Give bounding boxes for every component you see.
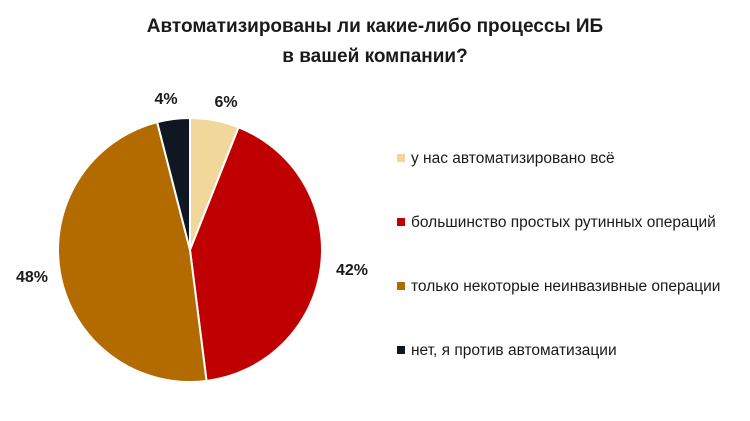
chart-title: Автоматизированы ли какие-либо процессы …: [0, 12, 750, 72]
slice-value-label: 4%: [154, 91, 177, 108]
legend-swatch: [397, 154, 405, 162]
legend-label: нет, я против автоматизации: [411, 342, 617, 359]
slice-value-label: 6%: [214, 94, 237, 111]
slice-value-label: 48%: [16, 269, 48, 286]
legend: у нас автоматизировано всё большинство пр…: [397, 150, 720, 359]
pie-value-labels: 6% 42% 48% 4%: [16, 91, 368, 286]
legend-swatch: [397, 218, 405, 226]
pie-slice: [188, 125, 323, 383]
legend-label: только некоторые неинвазивные операции: [411, 278, 720, 295]
legend-swatch: [397, 282, 405, 290]
pie-slice: [155, 116, 191, 251]
chart-title-line-1: Автоматизированы ли какие-либо процессы …: [146, 16, 604, 37]
legend-label: большинство простых рутинных операций: [411, 214, 716, 231]
pie-slice: [57, 120, 208, 383]
chart-title-line-2: в вашей компании?: [282, 46, 468, 67]
pie-slices: [57, 116, 323, 383]
legend-swatch: [397, 346, 405, 354]
slice-value-label: 42%: [336, 262, 368, 279]
legend-label: у нас автоматизировано всё: [411, 150, 615, 167]
